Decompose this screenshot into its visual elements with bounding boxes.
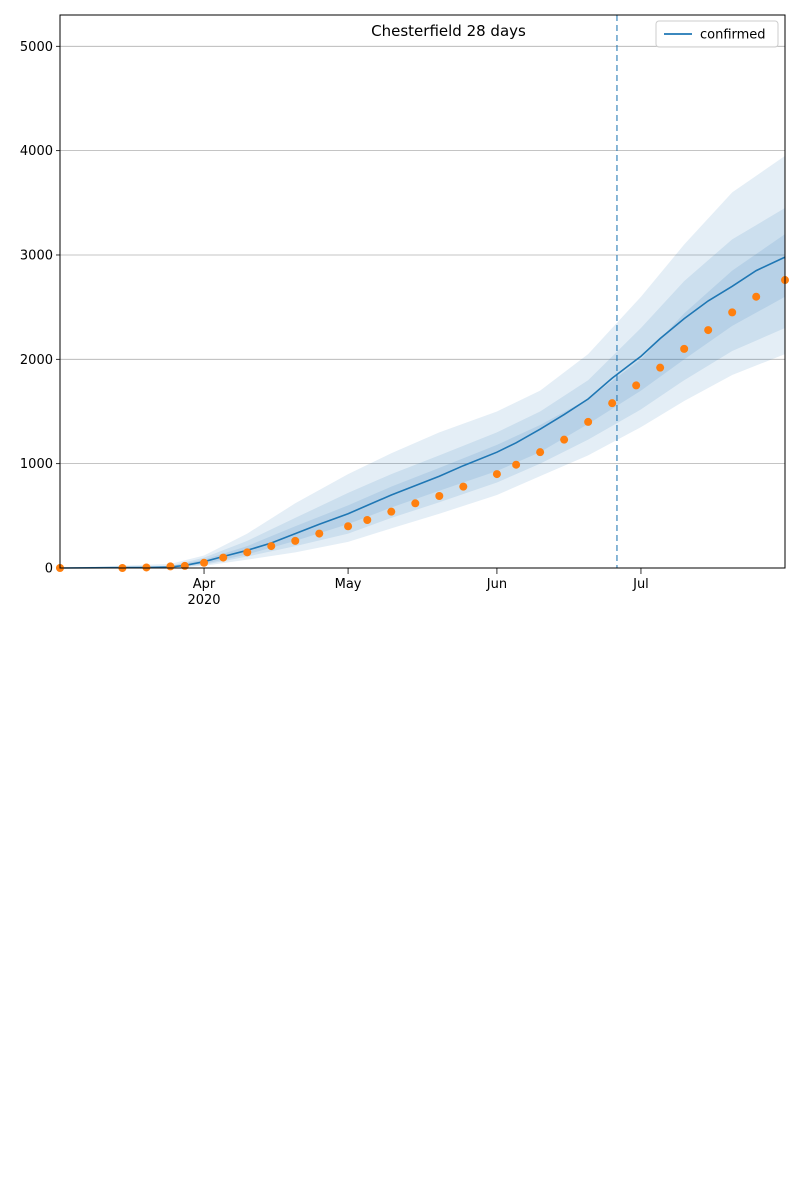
data-point-observed (219, 553, 228, 562)
data-point-observed (166, 562, 175, 571)
data-point-observed (536, 448, 545, 457)
legend-box (655, 20, 779, 48)
data-point-observed (492, 470, 501, 479)
data-point-observed (459, 482, 468, 491)
data-point-observed (142, 563, 151, 572)
data-point-observed (411, 499, 420, 508)
data-point-observed (200, 558, 209, 567)
data-point-observed (680, 344, 689, 353)
x-tick-label: May (335, 577, 362, 592)
data-point-observed (315, 529, 324, 538)
y-tick-label: 5000 (20, 40, 53, 55)
y-tick-label: 3000 (20, 248, 53, 263)
x-tick-label: Jul (632, 577, 649, 592)
data-point-observed (584, 417, 593, 426)
chart-title: Chesterfield 28 days (371, 22, 526, 40)
x-year-label: 2020 (187, 593, 220, 608)
data-point-observed (608, 399, 617, 408)
y-tick-label: 2000 (20, 353, 53, 368)
plot-frame (59, 14, 786, 569)
y-tick-label: 1000 (20, 457, 53, 472)
data-point-observed (560, 435, 569, 444)
x-tick-label: Jun (486, 577, 507, 592)
series-line-confirmed (59, 256, 786, 569)
y-tick-label: 4000 (20, 144, 53, 159)
legend: confirmed (655, 20, 779, 48)
x-tick-label: Apr (193, 577, 216, 592)
data-point-observed (363, 516, 372, 525)
chart-panel-0: 0 1000 2000 3000 4000 5000 Apr May Jun Jul 2020 Che… (20, 14, 789, 608)
data-point-observed (435, 492, 444, 501)
data-point-observed (387, 507, 396, 516)
data-point-observed (344, 522, 353, 531)
data-point-observed (656, 363, 665, 372)
data-point-observed (243, 548, 252, 557)
data-point-observed (632, 381, 641, 390)
data-point-observed (752, 292, 761, 301)
data-point-observed (267, 542, 276, 551)
confidence-band-0 (60, 155, 785, 568)
y-tick-label: 0 (45, 562, 53, 577)
data-point-observed (291, 536, 300, 545)
data-point-observed (512, 460, 521, 469)
legend-label: confirmed (700, 28, 766, 43)
data-point-observed (704, 326, 713, 335)
confidence-band-1 (60, 208, 785, 568)
data-point-observed (180, 561, 189, 570)
data-point-observed (728, 308, 737, 317)
